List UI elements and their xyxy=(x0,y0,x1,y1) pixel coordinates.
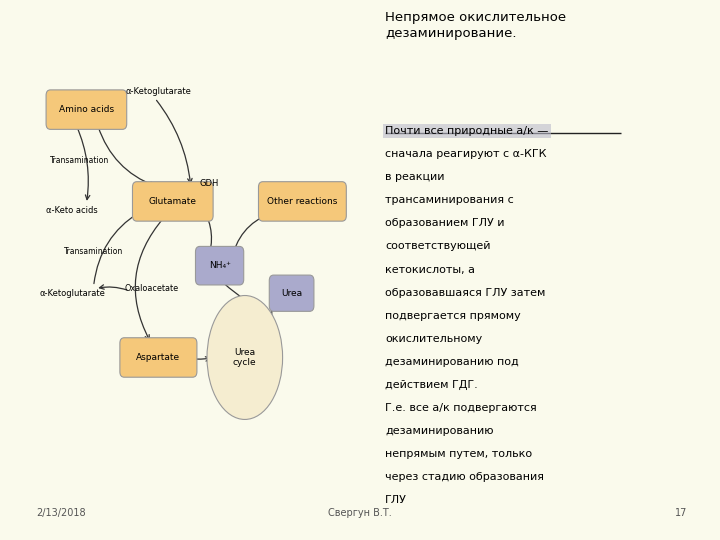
Text: NH₄⁺: NH₄⁺ xyxy=(209,261,230,270)
Text: Oxaloacetate: Oxaloacetate xyxy=(124,284,179,293)
Text: действием ГДГ.: действием ГДГ. xyxy=(385,380,478,390)
Text: соответствующей: соответствующей xyxy=(385,241,491,252)
Text: Urea
cycle: Urea cycle xyxy=(233,348,256,367)
Text: окислительному: окислительному xyxy=(385,334,482,344)
Text: Aspartate: Aspartate xyxy=(136,353,181,362)
Text: α-Keto acids: α-Keto acids xyxy=(46,206,98,215)
FancyBboxPatch shape xyxy=(258,181,346,221)
FancyBboxPatch shape xyxy=(132,181,213,221)
Text: Почти все природные а/к —: Почти все природные а/к — xyxy=(385,126,549,136)
FancyBboxPatch shape xyxy=(46,90,127,130)
Text: сначала реагируют с α-КГК: сначала реагируют с α-КГК xyxy=(385,149,546,159)
Text: непрямым путем, только: непрямым путем, только xyxy=(385,449,532,459)
Text: дезаминированию: дезаминированию xyxy=(385,426,494,436)
Text: Amino acids: Amino acids xyxy=(59,105,114,114)
FancyBboxPatch shape xyxy=(196,246,243,285)
Text: дезаминированию под: дезаминированию под xyxy=(385,357,519,367)
Text: Непрямое окислительное
дезаминирование.: Непрямое окислительное дезаминирование. xyxy=(385,11,567,40)
Text: через стадию образования: через стадию образования xyxy=(385,472,544,482)
Text: 17: 17 xyxy=(675,508,688,518)
Text: Other reactions: Other reactions xyxy=(267,197,338,206)
Text: α-Ketoglutarate: α-Ketoglutarate xyxy=(125,87,192,96)
Text: GDH: GDH xyxy=(199,179,218,187)
Text: Г.е. все а/к подвергаются: Г.е. все а/к подвергаются xyxy=(385,403,537,413)
Text: образовавшаяся ГЛУ затем: образовавшаяся ГЛУ затем xyxy=(385,288,546,298)
Text: 2/13/2018: 2/13/2018 xyxy=(36,508,86,518)
Text: Свергун В.Т.: Свергун В.Т. xyxy=(328,508,392,518)
Ellipse shape xyxy=(207,295,283,420)
Text: подвергается прямому: подвергается прямому xyxy=(385,310,521,321)
Text: Transamination: Transamination xyxy=(64,247,123,256)
FancyBboxPatch shape xyxy=(269,275,314,312)
Text: Urea: Urea xyxy=(281,289,302,298)
Text: кетокислоты, а: кетокислоты, а xyxy=(385,265,475,274)
FancyBboxPatch shape xyxy=(120,338,197,377)
Text: Transamination: Transamination xyxy=(50,156,109,165)
Text: образованием ГЛУ и: образованием ГЛУ и xyxy=(385,218,505,228)
Text: трансаминирования с: трансаминирования с xyxy=(385,195,514,205)
Text: ГЛУ: ГЛУ xyxy=(385,495,407,505)
Text: α-Ketoglutarate: α-Ketoglutarate xyxy=(39,289,105,298)
Text: Glutamate: Glutamate xyxy=(149,197,197,206)
Text: в реакции: в реакции xyxy=(385,172,445,183)
